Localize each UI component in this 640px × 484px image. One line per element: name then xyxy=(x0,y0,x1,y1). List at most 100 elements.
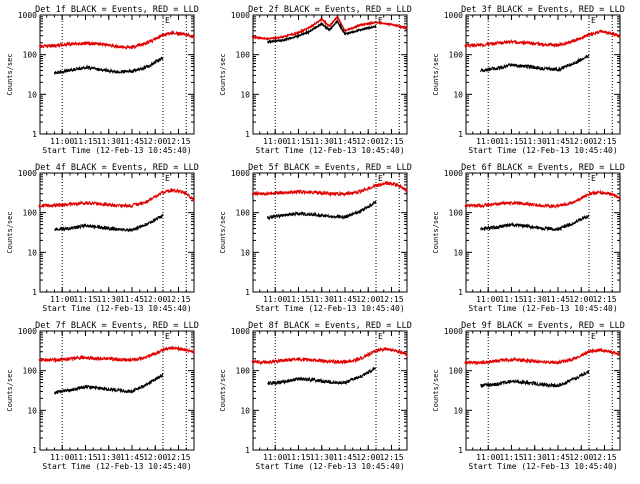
y-tick-label: 1 xyxy=(245,446,250,455)
x-axis-label: Start Time (12-Feb-13 10:45:40) xyxy=(255,462,404,471)
y-tick-label: 1 xyxy=(458,288,463,297)
plot-frame xyxy=(252,14,408,135)
x-tick-label: 12:15 xyxy=(166,295,190,304)
chart-title: Det 7f BLACK = Events, RED = LLD xyxy=(35,321,199,331)
x-tick-label: 11:00 xyxy=(476,453,500,462)
chart-panel-6: Det 6f BLACK = Events, RED = LLD 1 10 100 10… xyxy=(432,163,625,313)
plot-frame xyxy=(252,172,408,293)
y-axis-label: Counts/sec xyxy=(432,211,440,253)
plot-frame xyxy=(39,172,195,293)
x-tick-label: 11:45 xyxy=(120,295,144,304)
x-tick-label: 12:00 xyxy=(143,137,167,146)
series-line-events xyxy=(267,200,377,221)
series-line-events xyxy=(54,56,164,75)
chart-panel-8: Det 8f BLACK = Events, RED = LLD 1 10 100 10… xyxy=(219,321,412,471)
y-tick-label: 10 xyxy=(240,90,250,99)
x-tick-label: 12:15 xyxy=(592,295,616,304)
x-tick-label: 12:15 xyxy=(379,137,403,146)
chart-panel-4: Det 4f BLACK = Events, RED = LLD 1 10 100 10… xyxy=(6,163,199,313)
x-tick-label: 11:30 xyxy=(523,295,547,304)
x-tick-label: 11:00 xyxy=(263,137,287,146)
y-tick-label: 10 xyxy=(453,248,463,257)
plot-frame xyxy=(465,330,621,451)
y-tick-label: 1 xyxy=(458,130,463,139)
x-axis-label: Start Time (12-Feb-13 10:45:40) xyxy=(255,304,404,313)
series-line-lld xyxy=(464,28,621,49)
x-tick-label: 11:00 xyxy=(50,137,74,146)
chart-title: Det 9f BLACK = Events, RED = LLD xyxy=(461,321,625,331)
y-axis-label: Counts/sec xyxy=(6,53,14,95)
x-tick-label: 11:15 xyxy=(499,295,523,304)
chart-title: Det 2f BLACK = Events, RED = LLD xyxy=(248,5,412,15)
x-tick-label: 11:30 xyxy=(97,295,121,304)
y-tick-label: 1 xyxy=(245,288,250,297)
chart-panel-7: Det 7f BLACK = Events, RED = LLD 1 10 100 10… xyxy=(6,321,199,471)
x-tick-label: 12:00 xyxy=(143,295,167,304)
y-tick-label: 1000 xyxy=(444,169,463,178)
y-tick-label: 10 xyxy=(453,406,463,415)
x-tick-label: 12:15 xyxy=(379,453,403,462)
chart-panel-1: Det 1f BLACK = Events, RED = LLD 1 10 100 10… xyxy=(6,5,199,155)
series-line-events xyxy=(480,369,590,389)
y-axis-label: Counts/sec xyxy=(219,369,227,411)
chart-title: Det 8f BLACK = Events, RED = LLD xyxy=(248,321,412,331)
x-tick-label: 11:30 xyxy=(97,453,121,462)
series-line-events xyxy=(267,366,377,386)
y-tick-label: 100 xyxy=(23,367,38,376)
x-axis-label: Start Time (12-Feb-13 10:45:40) xyxy=(42,146,191,155)
x-tick-label: 11:45 xyxy=(333,137,357,146)
series-line-lld xyxy=(251,180,408,198)
chart-title: Det 5f BLACK = Events, RED = LLD xyxy=(248,163,412,173)
y-tick-label: 1000 xyxy=(18,327,37,336)
series-line-lld xyxy=(251,346,408,366)
y-tick-label: 100 xyxy=(449,209,464,218)
y-tick-label: 10 xyxy=(453,90,463,99)
y-tick-label: 100 xyxy=(236,367,251,376)
x-tick-label: 11:00 xyxy=(476,137,500,146)
series-line-lld xyxy=(251,15,408,41)
x-tick-label: 11:00 xyxy=(263,295,287,304)
x-axis-label: Start Time (12-Feb-13 10:45:40) xyxy=(42,304,191,313)
plot-frame xyxy=(465,14,621,135)
event-marker-label: E xyxy=(378,16,383,25)
chart-title: Det 6f BLACK = Events, RED = LLD xyxy=(461,163,625,173)
x-tick-label: 11:45 xyxy=(333,295,357,304)
series-line-events xyxy=(480,54,590,73)
x-tick-label: 12:15 xyxy=(166,453,190,462)
x-axis-label: Start Time (12-Feb-13 10:45:40) xyxy=(468,304,617,313)
x-tick-label: 12:00 xyxy=(569,137,593,146)
y-tick-label: 100 xyxy=(236,209,251,218)
y-tick-label: 1 xyxy=(245,130,250,139)
x-tick-label: 11:15 xyxy=(73,137,97,146)
y-axis-label: Counts/sec xyxy=(6,369,14,411)
y-axis-label: Counts/sec xyxy=(219,211,227,253)
y-tick-label: 100 xyxy=(449,51,464,60)
x-tick-label: 11:30 xyxy=(310,453,334,462)
series-line-events xyxy=(54,213,164,233)
y-tick-label: 1000 xyxy=(231,169,250,178)
event-marker-label: E xyxy=(591,332,596,341)
chart-title: Det 4f BLACK = Events, RED = LLD xyxy=(35,163,199,173)
x-tick-label: 12:00 xyxy=(356,295,380,304)
y-tick-label: 100 xyxy=(23,209,38,218)
y-tick-label: 100 xyxy=(23,51,38,60)
x-tick-label: 12:00 xyxy=(356,137,380,146)
x-tick-label: 11:30 xyxy=(523,137,547,146)
y-tick-label: 1000 xyxy=(231,11,250,20)
y-tick-label: 1 xyxy=(32,446,37,455)
y-tick-label: 1000 xyxy=(231,327,250,336)
series-line-lld xyxy=(38,187,195,209)
event-marker-label: E xyxy=(378,332,383,341)
plot-frame xyxy=(39,330,195,451)
y-tick-label: 10 xyxy=(240,248,250,257)
y-axis-label: Counts/sec xyxy=(6,211,14,253)
plot-frame xyxy=(465,172,621,293)
chart-title: Det 1f BLACK = Events, RED = LLD xyxy=(35,5,199,15)
x-tick-label: 11:45 xyxy=(546,137,570,146)
x-tick-label: 11:00 xyxy=(476,295,500,304)
y-tick-label: 10 xyxy=(240,406,250,415)
x-tick-label: 11:15 xyxy=(286,137,310,146)
x-tick-label: 11:45 xyxy=(120,453,144,462)
